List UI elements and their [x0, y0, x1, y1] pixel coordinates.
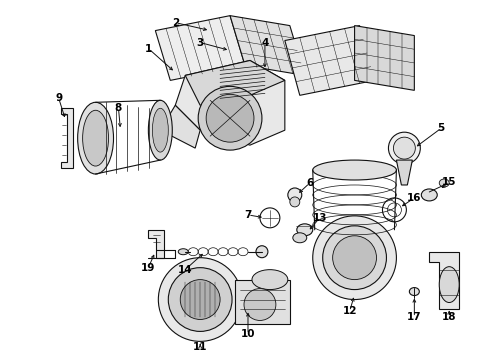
Ellipse shape [83, 110, 108, 166]
Ellipse shape [293, 233, 307, 243]
Polygon shape [355, 26, 415, 90]
Text: 16: 16 [407, 193, 421, 203]
Text: 5: 5 [438, 123, 445, 133]
Ellipse shape [168, 268, 232, 332]
Ellipse shape [297, 224, 313, 236]
Ellipse shape [288, 188, 302, 202]
Ellipse shape [178, 249, 188, 255]
Ellipse shape [244, 289, 276, 320]
Ellipse shape [333, 236, 376, 280]
Ellipse shape [313, 160, 396, 180]
Ellipse shape [152, 108, 168, 152]
Ellipse shape [206, 94, 254, 142]
Text: 10: 10 [241, 329, 255, 339]
Text: 18: 18 [442, 312, 457, 323]
Ellipse shape [148, 100, 172, 160]
Text: 17: 17 [407, 312, 422, 323]
Polygon shape [61, 108, 73, 168]
Ellipse shape [198, 86, 262, 150]
Text: 14: 14 [178, 265, 193, 275]
Text: 15: 15 [442, 177, 457, 187]
Ellipse shape [158, 258, 242, 341]
Text: 8: 8 [115, 103, 122, 113]
Polygon shape [185, 60, 285, 105]
Text: 9: 9 [55, 93, 62, 103]
Polygon shape [175, 60, 285, 145]
Ellipse shape [313, 216, 396, 300]
Polygon shape [235, 280, 290, 324]
Ellipse shape [439, 267, 459, 302]
Ellipse shape [77, 102, 114, 174]
Ellipse shape [409, 288, 419, 296]
Polygon shape [155, 15, 245, 80]
Ellipse shape [290, 197, 300, 207]
Text: 3: 3 [196, 37, 204, 48]
Text: 19: 19 [141, 263, 155, 273]
Polygon shape [160, 105, 200, 148]
Text: 2: 2 [172, 18, 179, 28]
Text: 6: 6 [306, 178, 314, 188]
Text: 13: 13 [313, 213, 327, 223]
Text: 11: 11 [193, 342, 207, 352]
Polygon shape [230, 15, 305, 75]
Text: 12: 12 [343, 306, 357, 316]
Ellipse shape [323, 226, 387, 289]
Ellipse shape [389, 132, 420, 164]
Ellipse shape [393, 137, 416, 159]
Ellipse shape [439, 179, 449, 187]
Polygon shape [396, 160, 413, 185]
Ellipse shape [256, 246, 268, 258]
Polygon shape [429, 252, 459, 310]
Polygon shape [148, 230, 164, 258]
Text: 4: 4 [261, 37, 269, 48]
Ellipse shape [421, 189, 437, 201]
Ellipse shape [180, 280, 220, 319]
Ellipse shape [252, 270, 288, 289]
Text: 7: 7 [245, 210, 252, 220]
Text: 1: 1 [145, 44, 152, 54]
Polygon shape [285, 26, 374, 95]
